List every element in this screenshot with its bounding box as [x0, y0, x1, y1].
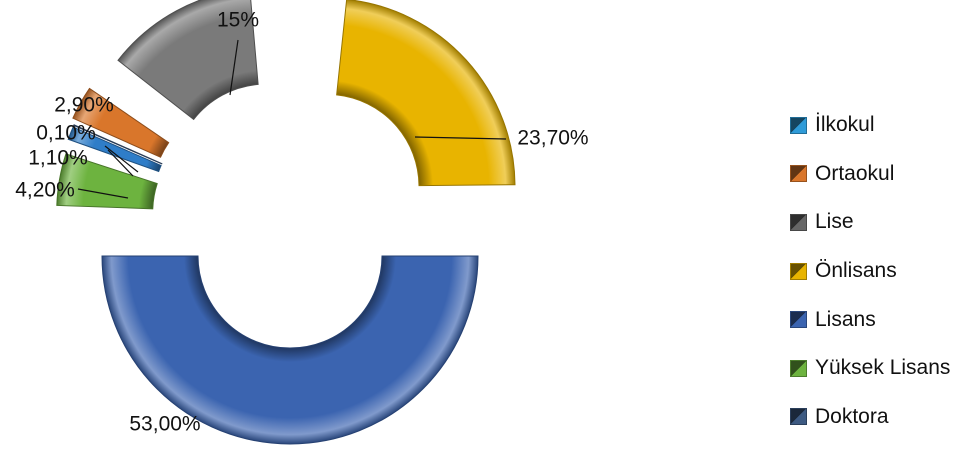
leader-line-onlisans: [414, 136, 507, 140]
slice-lisans: [101, 255, 479, 445]
slice-ortaokul: [72, 87, 170, 158]
legend-swatch-lisans: [790, 311, 807, 329]
slice-doktora: [73, 124, 163, 165]
legend-label-yuksek-lisans: Yüksek Lisans: [815, 356, 951, 380]
data-label-ortaokul: 2,90%: [54, 94, 114, 117]
leader-line-yuksek-lisans: [77, 188, 129, 199]
data-label-ilkokul: 1,10%: [28, 147, 88, 170]
slice-lise: [117, 0, 259, 121]
legend-swatch-ortaokul: [790, 165, 807, 183]
legend-item-doktora: Doktora: [790, 393, 950, 442]
legend-item-ortaokul: Ortaokul: [790, 150, 950, 199]
data-label-lisans: 53,00%: [129, 413, 200, 436]
legend-label-lisans: Lisans: [815, 307, 876, 331]
legend-label-lise: Lise: [815, 210, 854, 234]
leader-line-doktora: [104, 145, 139, 173]
legend-label-ortaokul: Ortaokul: [815, 161, 895, 185]
legend-label-doktora: Doktora: [815, 404, 889, 428]
slice-ilkokul: [67, 126, 162, 173]
legend-item-lise: Lise: [790, 198, 950, 247]
legend-swatch-doktora: [790, 408, 807, 426]
legend-item-lisans: Lisans: [790, 295, 950, 344]
leader-line-lise: [229, 39, 239, 96]
legend-swatch-ilkokul: [790, 116, 807, 134]
data-label-doktora: 0,10%: [36, 122, 96, 145]
legend-label-ilkokul: İlkokul: [815, 113, 875, 137]
legend-item-yuksek-lisans: Yüksek Lisans: [790, 344, 950, 393]
legend-item-onlisans: Önlisans: [790, 247, 950, 296]
slice-yuksek-lisans: [56, 153, 158, 210]
slice-onlisans: [336, 0, 516, 187]
legend-swatch-lise: [790, 213, 807, 231]
data-label-onlisans: 23,70%: [517, 127, 588, 150]
leader-line-ilkokul: [107, 149, 134, 177]
legend-swatch-onlisans: [790, 262, 807, 280]
legend-swatch-yuksek-lisans: [790, 359, 807, 377]
legend-item-ilkokul: İlkokul: [790, 101, 950, 150]
data-label-yuksek-lisans: 4,20%: [15, 179, 75, 202]
data-label-lise: 15%: [217, 9, 259, 32]
legend-label-onlisans: Önlisans: [815, 259, 897, 283]
chart-legend: İlkokul Ortaokul Lise Önlisans Lisans Yü…: [790, 101, 950, 441]
